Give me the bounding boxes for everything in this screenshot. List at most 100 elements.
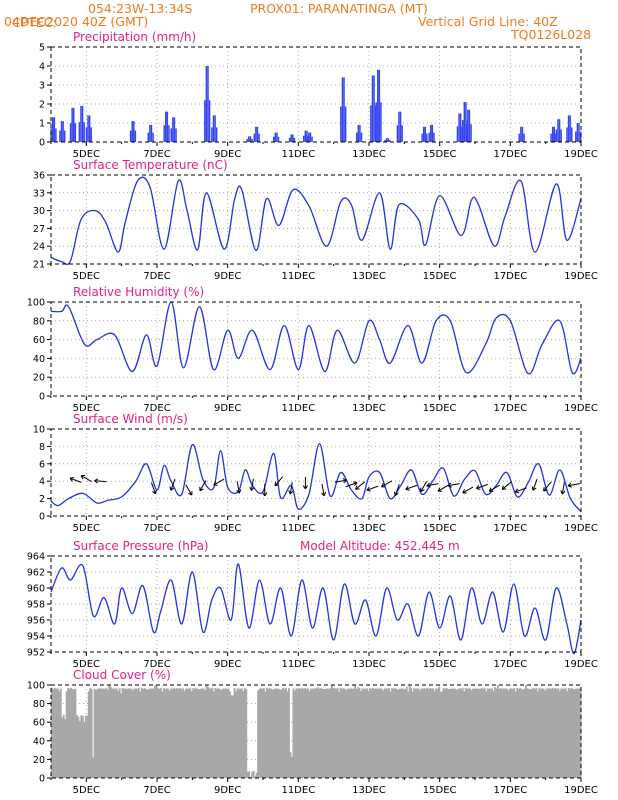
y-tick-label: 80	[33, 316, 45, 327]
cloud-bar	[195, 687, 198, 778]
cloud-bar	[345, 690, 348, 778]
precip-bar	[71, 107, 73, 142]
x-tick-label: 11DEC	[281, 785, 315, 796]
wind-arrow-head	[514, 488, 520, 494]
cloud-bar	[171, 688, 174, 778]
cloud-bar	[201, 688, 204, 778]
y-tick-label: 958	[27, 600, 45, 611]
cloud-bar	[417, 688, 420, 778]
wind-arrow-shaft	[437, 484, 449, 492]
precip-bar	[288, 137, 291, 142]
cloud-bar	[379, 688, 382, 778]
cloud-bar	[108, 685, 111, 778]
cloud-bar	[136, 688, 139, 778]
cloud-bar	[441, 691, 444, 778]
cloud-bar	[463, 691, 466, 778]
y-tick-label: 40	[33, 736, 45, 747]
wind-arrow	[321, 483, 327, 497]
x-tick-label: 7DEC	[143, 523, 170, 534]
cloud-bar	[92, 757, 95, 778]
precip-bar	[62, 121, 64, 142]
cloud-bar	[510, 688, 513, 778]
cloud-bar	[526, 688, 529, 778]
precip-bar	[459, 113, 462, 142]
cloud-bar	[445, 687, 448, 778]
cloud-bar	[374, 688, 377, 778]
precip-bar	[520, 126, 522, 142]
cloud-bar	[76, 715, 78, 778]
cloud-bar	[304, 688, 307, 778]
wind-arrow-head	[426, 482, 431, 488]
precip-bar	[83, 122, 85, 142]
cloud-bar	[104, 688, 106, 778]
panel-cloud: 0 20 40 60 80 100 5DEC 7DEC 9DEC 11DEC 13DEC 15DEC 1…	[27, 668, 598, 796]
precip-bar	[163, 125, 165, 142]
cloud-bar	[448, 688, 451, 778]
cloud-bar	[558, 690, 561, 778]
wind-arrow-shaft	[515, 487, 527, 493]
cloud-bar	[268, 688, 271, 778]
precip-bar	[468, 109, 471, 142]
cloud-bar	[265, 687, 268, 778]
cloud-bar	[80, 715, 83, 778]
x-tick-label: 7DEC	[143, 271, 170, 282]
cloud-bar	[131, 690, 134, 778]
panel-title-temp: Surface Temperature (nC)	[73, 158, 228, 172]
cloud-bar	[162, 688, 165, 778]
cloud-bar	[411, 691, 414, 778]
precip-bar	[129, 130, 132, 142]
precip-bar	[433, 132, 435, 142]
x-tick-label: 5DEC	[73, 785, 100, 796]
y-tick-label: 30	[33, 206, 45, 217]
cloud-bar	[276, 688, 279, 778]
wind-arrow-shaft	[150, 482, 156, 494]
cloud-bar	[145, 688, 148, 778]
precip-bar	[340, 106, 342, 142]
cloud-bar	[438, 686, 441, 778]
x-tick-label: 13DEC	[352, 785, 386, 796]
cloud-bar	[407, 691, 410, 778]
cloud-bar	[326, 688, 329, 778]
precip-bar	[343, 77, 345, 142]
precip-bar	[292, 134, 294, 142]
precip-bar	[72, 107, 75, 142]
wind-arrow-shaft	[94, 480, 107, 483]
panel-rh: 0 20 40 60 80 100 5DEC 7DEC 9DEC 11DEC 13DEC 15DEC 1…	[27, 285, 598, 414]
precip-bar	[253, 133, 256, 142]
cloud-bar	[472, 688, 474, 778]
cloud-bar	[298, 688, 301, 778]
header-location: PROX01: PARANATINGA (MT)	[250, 1, 428, 16]
y-tick-label: 956	[27, 616, 45, 627]
wind-arrow-head	[405, 485, 410, 491]
precip-bar	[59, 130, 61, 142]
cloud-bar	[115, 688, 118, 778]
cloud-bar	[120, 693, 123, 778]
cloud-bar	[251, 772, 254, 778]
cloud-bar	[161, 691, 164, 778]
cloud-bar	[198, 689, 201, 778]
wind-arrow	[199, 480, 207, 492]
cloud-bar	[154, 685, 156, 778]
precip-bar	[173, 117, 176, 142]
x-tick-label: 9DEC	[214, 149, 241, 160]
cloud-bar	[165, 688, 168, 778]
cloud-bar	[373, 688, 376, 778]
cloud-bar	[470, 690, 473, 778]
wind-arrow-shaft	[567, 483, 580, 487]
cloud-bar	[235, 691, 237, 778]
cloud-bar	[517, 688, 520, 778]
cloud-bar	[186, 688, 189, 778]
cloud-bar	[539, 688, 542, 778]
cloud-bar	[149, 688, 152, 778]
x-tick-label: 17DEC	[493, 785, 527, 796]
cloud-bar	[504, 688, 507, 778]
x-tick-label: 15DEC	[423, 659, 457, 670]
cloud-bar	[261, 688, 264, 778]
wind-arrow-shaft	[213, 478, 225, 486]
precip-bar	[303, 135, 305, 142]
cloud-bar	[192, 687, 195, 778]
cloud-bar	[211, 687, 214, 778]
cloud-bar	[464, 687, 467, 778]
cloud-bar	[102, 688, 105, 778]
x-tick-label: 9DEC	[214, 271, 241, 282]
